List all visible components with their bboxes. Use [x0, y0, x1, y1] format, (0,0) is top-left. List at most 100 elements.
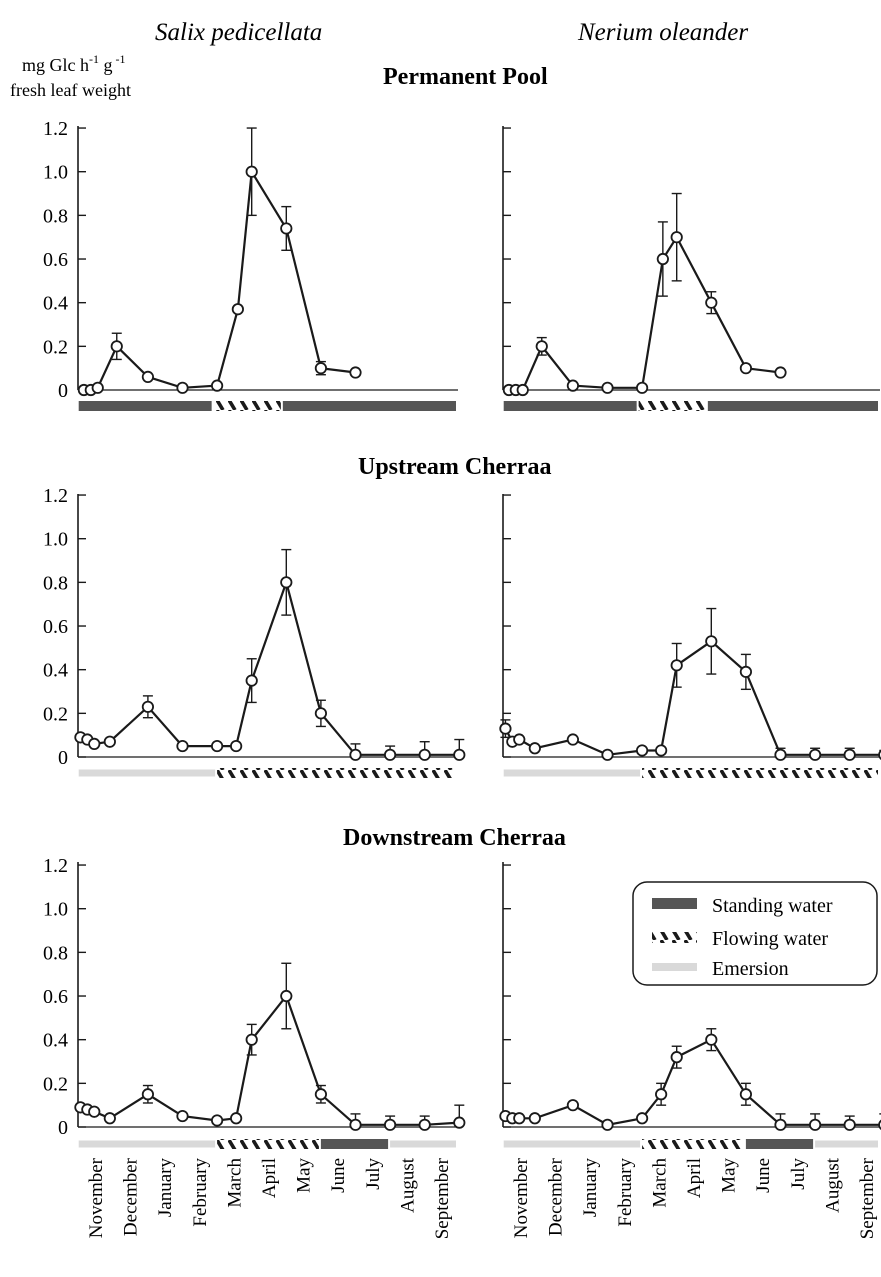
- data-point: [528, 1112, 541, 1125]
- data-point: [453, 1116, 466, 1129]
- series-line: [80, 578, 460, 756]
- month-label: November: [86, 1157, 107, 1238]
- data-point: [739, 665, 753, 678]
- data-point: [705, 1033, 718, 1046]
- month-label: February: [190, 1158, 211, 1227]
- data-point: [453, 748, 466, 761]
- data-point: [843, 1118, 856, 1131]
- month-label: August: [822, 1157, 843, 1213]
- y-tick-label: 0.8: [43, 572, 68, 594]
- month-label: December: [121, 1157, 142, 1236]
- series-line: [508, 235, 781, 392]
- data-point: [176, 381, 189, 394]
- y-axis-label-sup1: -1: [89, 52, 99, 66]
- data-point: [843, 748, 856, 761]
- legend: Standing water Flowing water Emersion: [632, 881, 878, 986]
- data-point: [635, 744, 649, 757]
- period-bar-flowing: [217, 768, 456, 778]
- data-point: [176, 1109, 189, 1123]
- y-tick-label: 0: [58, 747, 68, 769]
- row-title-upstream-cherraa: Upstream Cherraa: [358, 454, 552, 480]
- panel-2: 0 0.2 0.4 0.6 0.8 1.0 1.2: [43, 485, 466, 778]
- period-bar-standing: [503, 401, 637, 411]
- month-label: July: [788, 1158, 809, 1190]
- data-point: [774, 1118, 787, 1131]
- data-point: [230, 1112, 243, 1125]
- month-label: March: [224, 1158, 245, 1208]
- y-tick-label: 1.2: [43, 855, 68, 877]
- y-tick-label: 1.0: [43, 899, 68, 921]
- period-bar-standing: [745, 1139, 814, 1149]
- legend-emersion-label: Emersion: [712, 958, 789, 980]
- data-point: [245, 1033, 258, 1046]
- data-point: [280, 222, 293, 235]
- data-point: [566, 1099, 580, 1112]
- y-tick-label: 1.0: [43, 162, 68, 184]
- legend-emersion-swatch: [652, 963, 697, 971]
- y-tick-label: 0.2: [43, 1073, 68, 1095]
- data-point: [601, 381, 614, 394]
- data-point: [141, 1088, 154, 1101]
- data-point: [383, 748, 397, 761]
- month-label: January: [580, 1158, 601, 1218]
- data-point: [91, 381, 104, 394]
- y-tick-label: 0.4: [43, 660, 68, 682]
- data-point: [349, 1118, 362, 1131]
- data-point: [808, 748, 822, 761]
- period-bar-emersion: [815, 1140, 878, 1148]
- y-tick-label: 1.2: [43, 485, 68, 507]
- data-point: [141, 370, 154, 384]
- data-point: [535, 340, 548, 353]
- legend-flowing-water-swatch: [652, 932, 697, 943]
- column-title-right: Nerium oleander: [577, 19, 748, 46]
- data-point: [670, 659, 683, 672]
- data-point: [110, 340, 123, 353]
- month-label: May: [294, 1158, 315, 1193]
- data-point: [601, 748, 614, 761]
- column-title-left: Salix pedicellata: [155, 19, 322, 46]
- series-line: [80, 993, 460, 1126]
- period-bar-emersion: [390, 1140, 456, 1148]
- series-line: [505, 1038, 881, 1126]
- data-point: [670, 231, 683, 244]
- data-point: [528, 742, 541, 755]
- y-tick-label: 1.0: [43, 529, 68, 551]
- period-bar-flowing: [642, 1139, 744, 1149]
- y-tick-label: 0.6: [43, 249, 68, 271]
- month-label: August: [397, 1157, 418, 1213]
- y-tick-label: 1.2: [43, 118, 68, 140]
- month-label: September: [857, 1157, 878, 1239]
- y-axis-label-mid: g: [99, 55, 113, 75]
- y-tick-label: 0.8: [43, 205, 68, 227]
- period-bar-emersion: [503, 1140, 641, 1148]
- y-axis-label-line2: fresh leaf weight: [10, 80, 131, 100]
- y-tick-label: 0.6: [43, 616, 68, 638]
- data-point: [211, 739, 224, 753]
- data-point: [739, 1088, 753, 1101]
- month-label: March: [649, 1158, 670, 1208]
- data-point: [103, 735, 116, 748]
- period-bar-emersion: [503, 769, 641, 777]
- data-point: [383, 1118, 397, 1131]
- y-tick-label: 0: [58, 380, 68, 402]
- legend-standing-water-swatch: [652, 898, 697, 909]
- panel-3: [499, 494, 881, 778]
- y-tick-label: 0.4: [43, 293, 68, 315]
- y-tick-label: 0.8: [43, 942, 68, 964]
- data-point: [349, 366, 362, 379]
- period-bar-flowing: [642, 768, 878, 778]
- panel-0: 0 0.2 0.4 0.6 0.8 1.0 1.2: [43, 118, 458, 411]
- data-point: [230, 739, 243, 753]
- y-tick-label: 0: [58, 1117, 68, 1139]
- y-tick-label: 0.6: [43, 986, 68, 1008]
- data-point: [635, 1112, 649, 1125]
- month-label: April: [259, 1158, 280, 1198]
- data-point: [280, 576, 293, 589]
- period-bar-flowing: [213, 401, 281, 411]
- period-bar-standing: [282, 401, 456, 411]
- y-tick-label: 0.2: [43, 336, 68, 358]
- data-point: [141, 700, 154, 713]
- month-label: November: [511, 1157, 532, 1238]
- data-point: [656, 252, 669, 266]
- legend-flowing-water-label: Flowing water: [712, 928, 828, 950]
